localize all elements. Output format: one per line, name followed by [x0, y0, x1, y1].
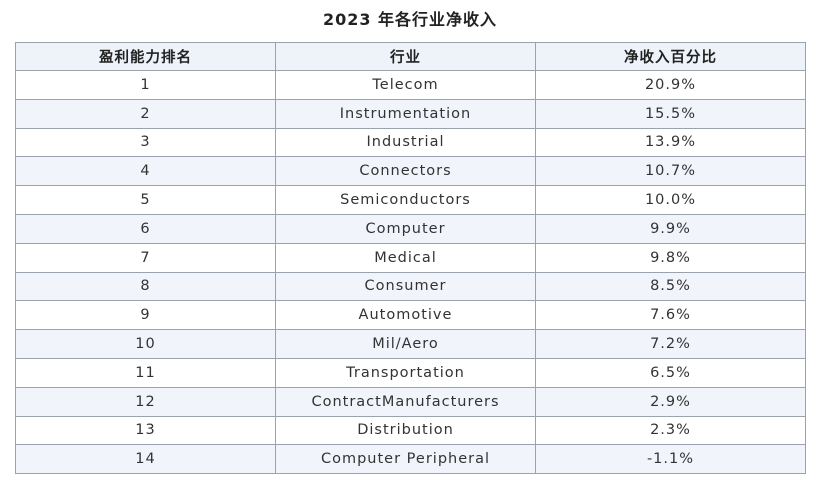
cell-net-income: 8.5% — [535, 271, 806, 302]
cell-rank: 4 — [15, 156, 276, 187]
cell-net-income: 13.9% — [535, 127, 806, 158]
cell-industry: Semiconductors — [275, 185, 536, 215]
table-row: 10 Mil/Aero 7.2% — [15, 329, 806, 359]
table-row: 3 Industrial 13.9% — [15, 127, 806, 158]
cell-rank: 14 — [15, 444, 276, 475]
cell-industry: Transportation — [275, 357, 536, 388]
cell-industry: Consumer — [275, 271, 536, 302]
table-row: 4 Connectors 10.7% — [15, 156, 806, 187]
table-row: 13 Distribution 2.3% — [15, 415, 806, 446]
table-row: 14 Computer Peripheral -1.1% — [15, 444, 806, 475]
cell-rank: 7 — [15, 242, 276, 273]
cell-rank: 11 — [15, 357, 276, 388]
cell-industry: ContractManufacturers — [275, 386, 536, 417]
cell-rank: 6 — [15, 213, 276, 244]
column-header-rank: 盈利能力排名 — [15, 42, 276, 71]
chart-title: 2023 年各行业净收入 — [322, 10, 498, 29]
cell-net-income: 10.0% — [535, 185, 806, 215]
table-row: 2 Instrumentation 15.5% — [15, 98, 806, 129]
column-header-industry: 行业 — [275, 42, 536, 71]
cell-industry: Industrial — [275, 127, 536, 158]
cell-industry: Mil/Aero — [275, 329, 536, 359]
table-row: 7 Medical 9.8% — [15, 242, 806, 273]
cell-industry: Automotive — [275, 300, 536, 331]
column-header-net-income: 净收入百分比 — [535, 42, 806, 71]
cell-industry: Medical — [275, 242, 536, 273]
cell-net-income: 2.9% — [535, 386, 806, 417]
cell-net-income: 2.3% — [535, 415, 806, 446]
cell-industry: Computer Peripheral — [275, 444, 536, 475]
cell-net-income: 6.5% — [535, 357, 806, 388]
cell-rank: 3 — [15, 127, 276, 158]
cell-rank: 13 — [15, 415, 276, 446]
header-row: 盈利能力排名 行业 净收入百分比 — [15, 42, 806, 71]
cell-rank: 5 — [15, 185, 276, 215]
cell-rank: 10 — [15, 329, 276, 359]
data-table: 盈利能力排名 行业 净收入百分比 1 Telecom 20.9% 2 Instrumen… — [15, 42, 806, 475]
cell-net-income: 7.6% — [535, 300, 806, 331]
cell-industry: Distribution — [275, 415, 536, 446]
table-row: 6 Computer 9.9% — [15, 213, 806, 244]
cell-net-income: 7.2% — [535, 329, 806, 359]
cell-industry: Instrumentation — [275, 98, 536, 129]
cell-rank: 9 — [15, 300, 276, 331]
cell-rank: 8 — [15, 271, 276, 302]
cell-industry: Computer — [275, 213, 536, 244]
cell-rank: 2 — [15, 98, 276, 129]
table-row: 1 Telecom 20.9% — [15, 70, 806, 100]
table-row: 9 Automotive 7.6% — [15, 300, 806, 331]
cell-net-income: 20.9% — [535, 70, 806, 100]
cell-industry: Connectors — [275, 156, 536, 187]
cell-rank: 1 — [15, 70, 276, 100]
cell-net-income: 10.7% — [535, 156, 806, 187]
cell-net-income: 15.5% — [535, 98, 806, 129]
table-row: 8 Consumer 8.5% — [15, 271, 806, 302]
cell-net-income: -1.1% — [535, 444, 806, 475]
table-row: 12 ContractManufacturers 2.9% — [15, 386, 806, 417]
cell-industry: Telecom — [275, 70, 536, 100]
table-row: 5 Semiconductors 10.0% — [15, 185, 806, 215]
table-body: 1 Telecom 20.9% 2 Instrumentation 15.5% 3 Indus… — [15, 70, 806, 475]
table-row: 11 Transportation 6.5% — [15, 357, 806, 388]
cell-net-income: 9.8% — [535, 242, 806, 273]
cell-net-income: 9.9% — [535, 213, 806, 244]
cell-rank: 12 — [15, 386, 276, 417]
